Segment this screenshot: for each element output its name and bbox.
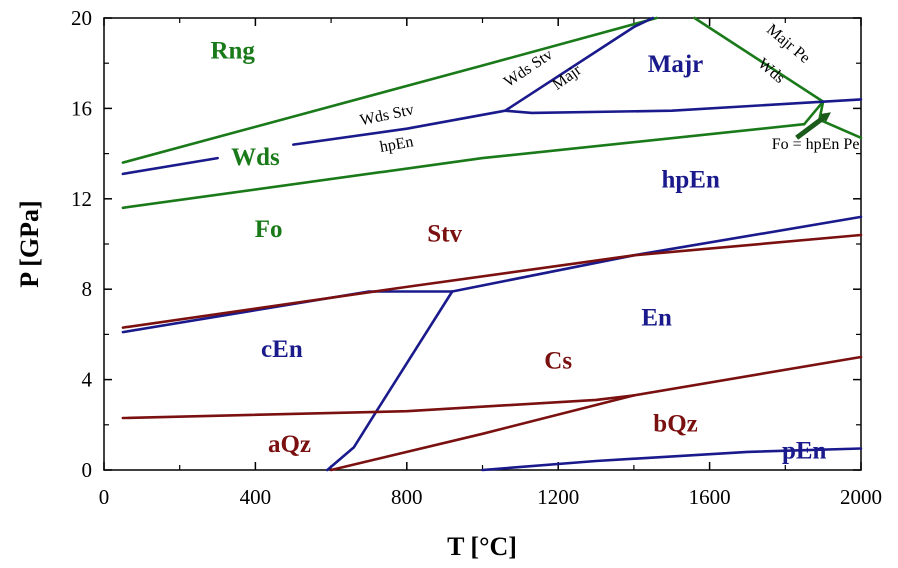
line-label: Fo = hpEn Pe bbox=[772, 136, 860, 153]
field-label-majr: Majr bbox=[648, 51, 704, 78]
tick-labels: 0 400 800 1200 1600 2000 0 4 8 12 16 20 bbox=[71, 6, 882, 509]
reaction-arrow-layer bbox=[795, 112, 831, 140]
reaction-arrow bbox=[795, 112, 831, 140]
field-label-stv: Stv bbox=[427, 221, 462, 248]
field-label-cs: Cs bbox=[544, 347, 572, 374]
field-label-bqz: bQz bbox=[653, 411, 697, 438]
x-tick-label: 2000 bbox=[840, 485, 882, 509]
boundary-line-red-14 bbox=[329, 355, 863, 472]
line-label: Wds Stv bbox=[358, 101, 415, 129]
phase-boundaries bbox=[121, 16, 863, 472]
boundary-line-blue-8 bbox=[121, 290, 454, 334]
line-label: hpEn bbox=[378, 133, 414, 156]
y-tick-label: 4 bbox=[82, 368, 93, 392]
field-label-fo: Fo bbox=[255, 216, 283, 243]
y-tick-label: 8 bbox=[82, 277, 93, 301]
axis-ticks bbox=[103, 17, 862, 471]
y-tick-label: 0 bbox=[82, 458, 93, 482]
boundary-line-blue-6 bbox=[503, 16, 655, 112]
line-label: Majr bbox=[549, 61, 585, 93]
field-label-cen: cEn bbox=[261, 336, 303, 363]
x-tick-label: 1600 bbox=[689, 485, 731, 509]
boundary-line-blue-10 bbox=[325, 290, 454, 472]
field-label-rng: Rng bbox=[210, 38, 255, 65]
boundary-line-blue-5 bbox=[291, 109, 507, 146]
boundary-line-green-3 bbox=[121, 122, 806, 210]
field-label-pen: pEn bbox=[782, 438, 827, 465]
x-tick-label: 1200 bbox=[537, 485, 579, 509]
field-label-aqz: aQz bbox=[268, 431, 311, 458]
boundary-line-red-12 bbox=[121, 233, 863, 329]
boundary-line-green-2 bbox=[818, 100, 863, 140]
boundary-line-red-13 bbox=[121, 394, 636, 420]
x-tick-label: 400 bbox=[240, 485, 272, 509]
field-label-en: En bbox=[641, 304, 672, 331]
x-tick-label: 800 bbox=[391, 485, 423, 509]
boundary-line-blue-4 bbox=[121, 156, 219, 176]
y-tick-label: 16 bbox=[71, 96, 92, 120]
x-axis-title: T [°C] bbox=[447, 532, 517, 561]
boundary-line-blue-7 bbox=[503, 98, 863, 115]
boundary-line-blue-11 bbox=[481, 447, 863, 472]
field-label-wds: Wds bbox=[231, 144, 280, 171]
y-axis-title: P [GPa] bbox=[15, 200, 44, 287]
x-tick-label: 0 bbox=[99, 485, 110, 509]
boundary-line-green-0 bbox=[121, 16, 658, 164]
y-tick-label: 12 bbox=[71, 187, 92, 211]
field-label-hpen: hpEn bbox=[661, 167, 719, 194]
y-tick-label: 20 bbox=[71, 6, 92, 30]
